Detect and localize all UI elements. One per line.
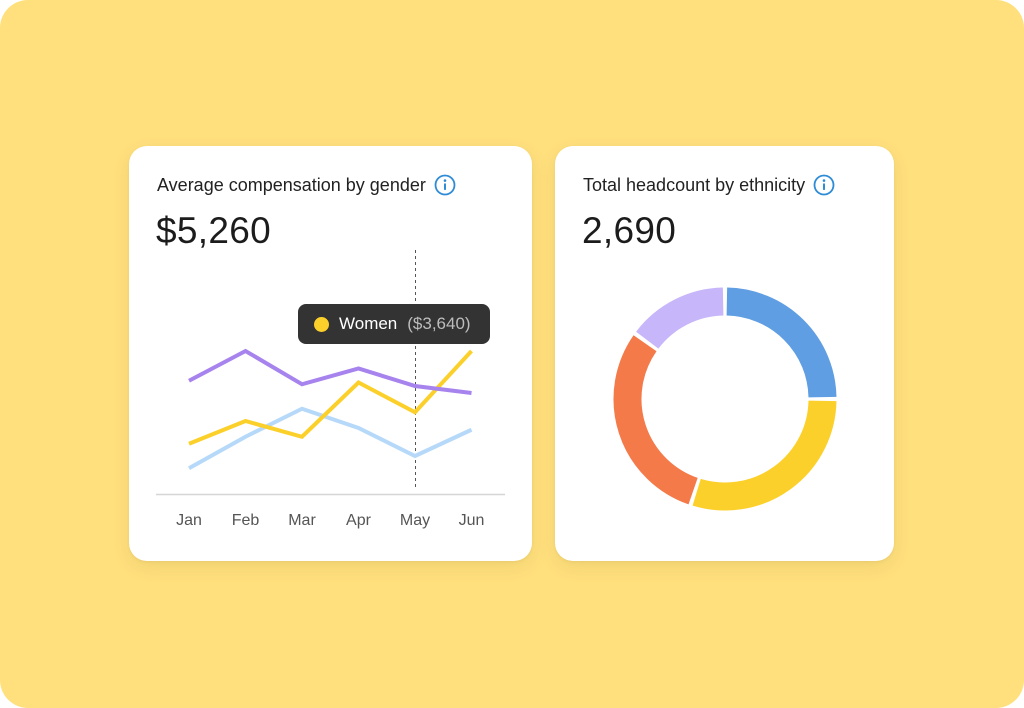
info-icon[interactable] [434, 174, 456, 196]
x-axis-labels: Jan Feb Mar Apr May Jun [129, 512, 532, 536]
headcount-title: Total headcount by ethnicity [583, 174, 806, 195]
donut-slice-3[interactable] [613, 335, 699, 505]
compensation-title-row: Average compensation by gender [157, 174, 456, 196]
info-icon[interactable] [813, 174, 835, 196]
x-tick-label-apr: Apr [346, 512, 371, 529]
headcount-title-row: Total headcount by ethnicity [583, 174, 835, 196]
compensation-value: $5,260 [156, 210, 271, 251]
tooltip-label: Women [339, 314, 398, 333]
series-line-light-blue-series[interactable] [188, 406, 473, 470]
headcount-card: Total headcount by ethnicity 2,690 [555, 146, 894, 561]
x-tick-label-jan: Jan [176, 512, 202, 529]
x-tick-label-may: May [399, 512, 431, 529]
chart-tooltip: Women ($3,640) [298, 304, 490, 344]
donut-slice-4[interactable] [636, 287, 724, 350]
donut-slice-2[interactable] [692, 400, 837, 511]
line-chart[interactable] [129, 146, 532, 561]
x-tick-label-jun: Jun [458, 512, 485, 529]
donut-slice-1[interactable] [726, 287, 837, 398]
tooltip-value: ($3,640) [407, 314, 471, 333]
tooltip-legend-dot [314, 316, 329, 332]
series-line-women[interactable] [188, 349, 473, 446]
x-tick-label-feb: Feb [231, 512, 260, 529]
compensation-card: Average compensation by gender $5,260 Wo… [129, 146, 532, 561]
x-tick-label-mar: Mar [288, 512, 316, 529]
series-line-purple-series[interactable] [188, 348, 472, 395]
donut-chart[interactable] [555, 146, 894, 561]
headcount-value: 2,690 [582, 210, 677, 251]
compensation-title: Average compensation by gender [157, 174, 426, 195]
